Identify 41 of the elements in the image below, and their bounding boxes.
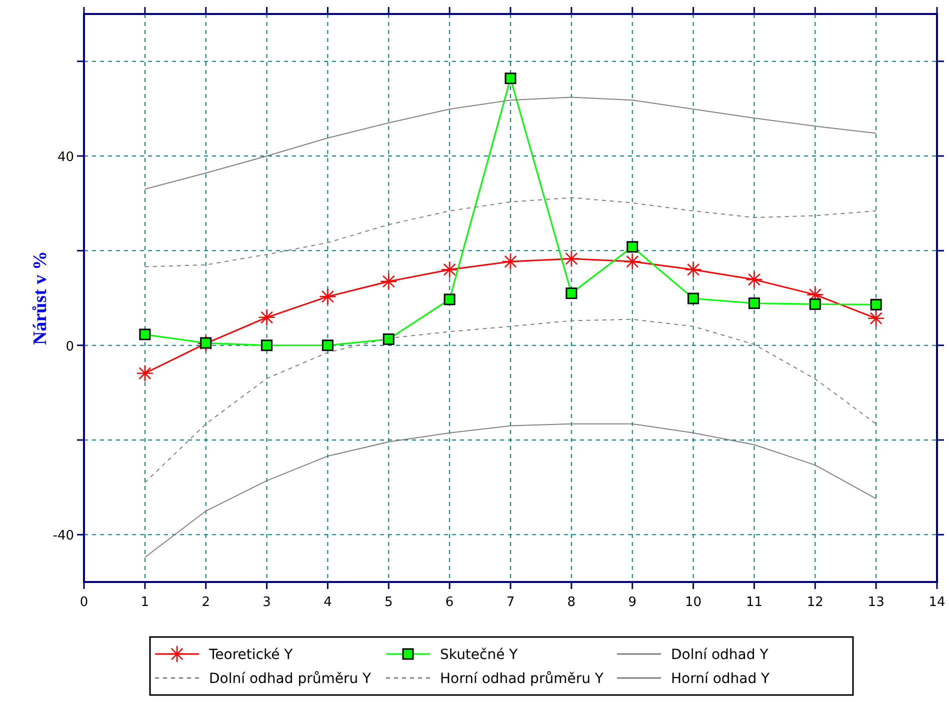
point (870, 298, 882, 310)
point (139, 328, 151, 340)
line-series (144, 423, 877, 558)
x-tick-label: 5 (384, 595, 393, 610)
x-tick-label: 3 (262, 595, 271, 610)
x-tick-label: 11 (746, 595, 762, 610)
x-tick-label: 7 (506, 595, 515, 610)
legend-label: Teoretické Y (208, 647, 294, 663)
x-tick-label: 8 (567, 595, 576, 610)
point (626, 241, 638, 253)
x-tick-label: 0 (80, 595, 88, 610)
point (809, 298, 821, 310)
line-series (144, 318, 877, 484)
line-series (144, 197, 877, 268)
point (261, 340, 273, 352)
x-tick-label: 10 (685, 595, 702, 610)
x-tick-label: 12 (806, 595, 824, 610)
x-tick-label: 9 (628, 595, 636, 610)
y-axis-title: Nárůst v % (30, 251, 51, 345)
x-tick-label: 13 (868, 595, 884, 610)
point (688, 292, 700, 304)
point (748, 297, 760, 309)
x-tick-label: 1 (140, 595, 150, 610)
point (566, 288, 578, 300)
x-tick-label: 4 (324, 595, 332, 610)
legend-label: Dolní odhad Y (671, 647, 769, 663)
point (504, 72, 516, 84)
point (444, 294, 456, 306)
y-tick-label: 40 (57, 150, 74, 165)
legend-label: Horní odhad průměru Y (440, 671, 604, 687)
x-tick-label: 14 (928, 595, 946, 610)
legend-label: Horní odhad Y (671, 671, 770, 687)
y-tick-label: 0 (66, 339, 74, 354)
x-tick-label: 6 (445, 595, 454, 610)
x-tick-label: 2 (202, 595, 210, 610)
line-series (144, 96, 877, 190)
legend-label: Dolní odhad průměru Y (209, 671, 372, 687)
point (382, 333, 394, 345)
legend-label: Skutečné Y (440, 647, 518, 663)
y-tick-label: -40 (52, 528, 74, 544)
point (322, 340, 334, 352)
